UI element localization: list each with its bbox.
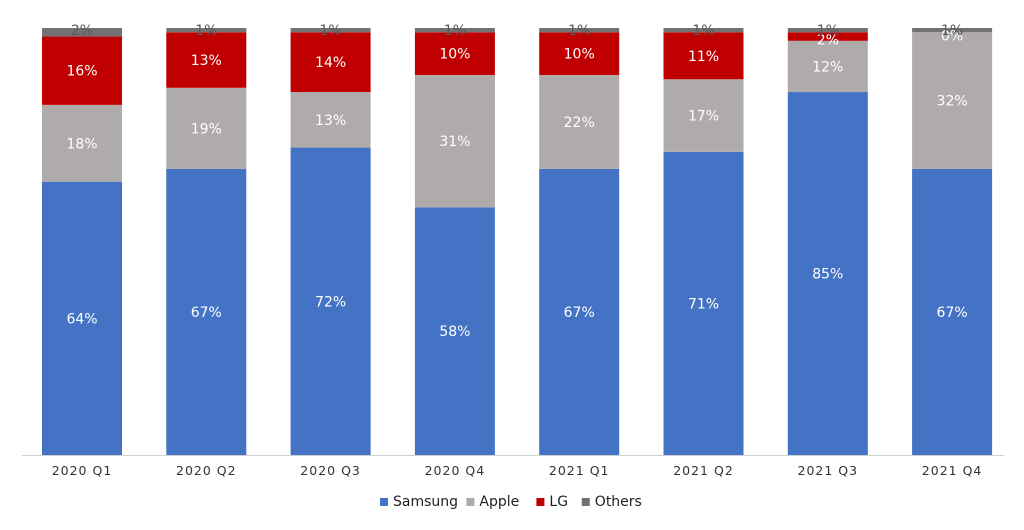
- data-label-others-2021-q3: 1%: [817, 23, 839, 39]
- data-label-apple-2021-q1: 22%: [564, 115, 595, 131]
- data-label-lg-2020-q1: 16%: [66, 64, 97, 80]
- legend-item-others: Others: [581, 494, 642, 510]
- bar-apple-2021-q2: [663, 79, 744, 152]
- legend-swatch-samsung: [380, 498, 388, 506]
- legend-item-samsung: Samsung: [380, 494, 458, 510]
- data-label-lg-2020-q2: 13%: [191, 53, 222, 69]
- legend-swatch-others: [581, 498, 590, 506]
- data-label-apple-2020-q1: 18%: [66, 136, 97, 152]
- data-label-lg-2021-q2: 11%: [688, 49, 719, 65]
- data-label-samsung-2021-q3: 85%: [812, 267, 843, 283]
- data-label-samsung-2021-q1: 67%: [564, 305, 595, 321]
- data-label-apple-2020-q4: 31%: [439, 134, 470, 150]
- bar-apple-2020-q1: [42, 104, 122, 182]
- data-label-lg-2020-q3: 14%: [315, 55, 346, 71]
- data-label-lg-2021-q3: 2%: [817, 33, 839, 49]
- x-tick-label-2020-q3: 2020 Q3: [300, 463, 361, 478]
- bar-others-2021-q2: [663, 28, 744, 33]
- bar-apple-2021-q3: [787, 40, 868, 93]
- legend-label-others: Others: [595, 494, 642, 510]
- bar-samsung-2020-q1: [42, 181, 122, 455]
- bar-lg-2020-q1: [42, 36, 122, 105]
- bar-others-2021-q4: [912, 28, 993, 33]
- data-label-samsung-2021-q2: 71%: [688, 296, 719, 312]
- bar-lg-2021-q2: [663, 32, 744, 80]
- x-tick-label-2020-q2: 2020 Q2: [176, 463, 237, 478]
- bar-lg-2020-q3: [290, 32, 371, 93]
- x-tick-label-2020-q4: 2020 Q4: [425, 463, 486, 478]
- data-label-others-2021-q2: 1%: [692, 23, 714, 39]
- legend-label-lg: LG: [549, 494, 568, 510]
- data-labels-group: 64% 18% 16% 2% 67% 19% 13% 1% 72% 13% 14% 1% 58% 31% 1…: [66, 23, 967, 340]
- data-label-others-2021-q1: 1%: [568, 23, 590, 39]
- data-label-apple-2021-q4: 32%: [937, 94, 968, 110]
- data-label-samsung-2020-q4: 58%: [439, 324, 470, 340]
- legend-swatch-apple: [466, 498, 475, 506]
- data-label-samsung-2021-q4: 67%: [937, 305, 968, 321]
- data-label-samsung-2020-q2: 67%: [191, 305, 222, 321]
- bar-samsung-2020-q4: [414, 207, 495, 455]
- bar-lg-2020-q4: [414, 32, 495, 75]
- data-label-lg-2021-q4: 0%: [941, 28, 963, 44]
- bar-samsung-2021-q2: [663, 151, 744, 455]
- bar-lg-2021-q3: [787, 32, 868, 41]
- legend-label-samsung: Samsung: [393, 494, 458, 510]
- data-label-lg-2020-q4: 10%: [439, 47, 470, 63]
- x-tick-label-2021-q2: 2021 Q2: [673, 463, 734, 478]
- data-label-samsung-2020-q3: 72%: [315, 294, 346, 310]
- data-label-samsung-2020-q1: 64%: [66, 311, 97, 327]
- bar-samsung-2021-q3: [787, 92, 868, 456]
- bars-group: [42, 28, 993, 456]
- legend-item-lg: LG: [536, 494, 568, 510]
- x-tick-label-2021-q3: 2021 Q3: [798, 463, 859, 478]
- data-label-apple-2020-q2: 19%: [191, 121, 222, 137]
- bar-samsung-2020-q3: [290, 147, 371, 455]
- data-label-others-2021-q4: 1%: [941, 23, 963, 39]
- bar-apple-2020-q2: [166, 87, 247, 169]
- bar-samsung-2020-q2: [166, 168, 247, 455]
- data-label-others-2020-q2: 1%: [195, 23, 217, 39]
- data-label-apple-2020-q3: 13%: [315, 113, 346, 129]
- legend-label-apple: Apple: [479, 494, 519, 510]
- bar-samsung-2021-q1: [539, 168, 620, 455]
- data-label-apple-2021-q3: 12%: [812, 59, 843, 75]
- x-tick-label-2021-q4: 2021 Q4: [922, 463, 983, 478]
- data-label-apple-2021-q2: 17%: [688, 109, 719, 125]
- bar-others-2020-q1: [42, 28, 122, 37]
- x-tick-label-2020-q1: 2020 Q1: [52, 463, 113, 478]
- bar-others-2020-q2: [166, 28, 247, 33]
- bar-others-2020-q3: [290, 28, 371, 33]
- x-tick-label-2021-q1: 2021 Q1: [549, 463, 610, 478]
- data-label-others-2020-q3: 1%: [319, 23, 341, 39]
- legend-item-apple: Apple: [466, 494, 519, 510]
- data-label-others-2020-q1: 2%: [71, 23, 93, 39]
- bar-lg-2021-q1: [539, 32, 620, 75]
- data-label-others-2020-q4: 1%: [444, 23, 466, 39]
- bar-apple-2021-q1: [539, 74, 620, 169]
- legend-swatch-lg: [536, 498, 545, 506]
- bar-others-2020-q4: [414, 28, 495, 33]
- bar-apple-2020-q4: [414, 74, 495, 208]
- bar-apple-2021-q4: [912, 32, 993, 169]
- bar-samsung-2021-q4: [912, 168, 993, 455]
- bar-others-2021-q3: [787, 28, 868, 33]
- data-label-lg-2021-q1: 10%: [564, 47, 595, 63]
- bar-apple-2020-q3: [290, 92, 371, 148]
- bar-others-2021-q1: [539, 28, 620, 33]
- bar-lg-2020-q2: [166, 32, 247, 88]
- legend: Samsung Apple LG Others: [380, 494, 642, 510]
